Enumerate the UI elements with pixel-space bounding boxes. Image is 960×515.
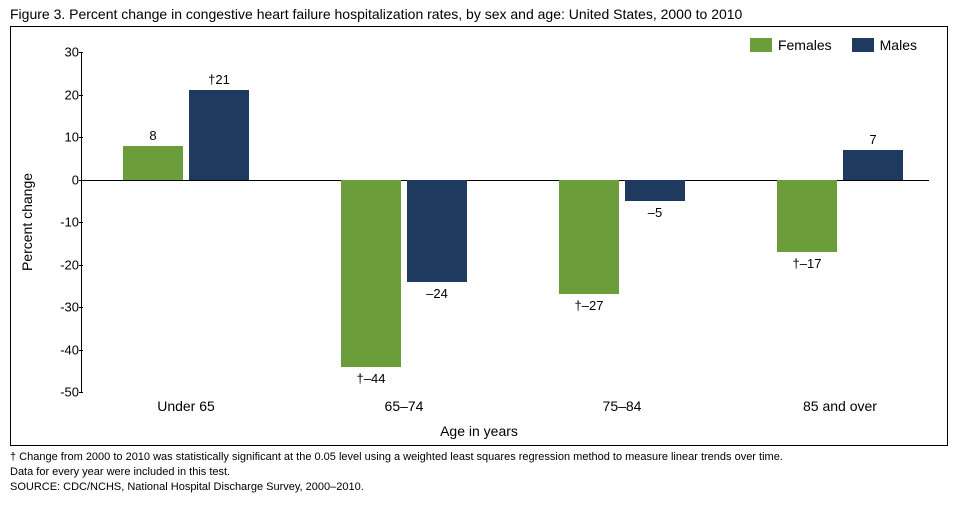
footnotes: † Change from 2000 to 2010 was statistic… [0, 446, 960, 495]
legend-swatch-females [750, 38, 772, 52]
y-tick-label: -30 [49, 300, 79, 315]
bar-label-females: †–17 [793, 256, 822, 271]
chart-frame: Females Males Percent change -50 -40 -30 -2… [10, 26, 948, 446]
bar-females [123, 146, 183, 180]
plot-area: 8 †21 †–44 –24 †–27 –5 †–17 7 [81, 52, 929, 392]
legend-item-females: Females [750, 37, 832, 53]
y-tick-label: 30 [49, 45, 79, 60]
bar-males [843, 150, 903, 180]
bar-label-males: 7 [869, 132, 876, 147]
footnote-data: Data for every year were included in thi… [10, 465, 950, 480]
legend-label-males: Males [880, 37, 917, 53]
bar-label-females: 8 [149, 128, 156, 143]
y-tick-label: -10 [49, 215, 79, 230]
bar-label-females: †–44 [357, 371, 386, 386]
bar-males [625, 180, 685, 201]
y-tick-label: -20 [49, 257, 79, 272]
y-tick-label: -40 [49, 342, 79, 357]
y-axis: -50-40-30-20-100102030 [49, 52, 79, 392]
x-tick-label: 65–74 [385, 398, 424, 414]
bar-label-males: –5 [648, 205, 662, 220]
x-axis-label: Age in years [440, 423, 518, 439]
y-tick-label: 0 [49, 172, 79, 187]
footnote-dagger: † Change from 2000 to 2010 was statistic… [10, 450, 950, 465]
x-tick-label: 85 and over [803, 398, 877, 414]
bar-males [189, 90, 249, 179]
footnote-source: SOURCE: CDC/NCHS, National Hospital Disc… [10, 480, 950, 495]
y-axis-label: Percent change [19, 173, 35, 271]
legend: Females Males [750, 37, 917, 53]
figure-title: Figure 3. Percent change in congestive h… [0, 0, 960, 26]
y-tick-label: 20 [49, 87, 79, 102]
x-tick-label: Under 65 [157, 398, 215, 414]
y-tick-label: 10 [49, 130, 79, 145]
legend-item-males: Males [852, 37, 917, 53]
x-tick-label: 75–84 [603, 398, 642, 414]
legend-swatch-males [852, 38, 874, 52]
legend-label-females: Females [778, 37, 832, 53]
bar-label-males: –24 [426, 286, 448, 301]
bar-label-females: †–27 [575, 298, 604, 313]
y-tick-mark [79, 392, 83, 393]
bar-males [407, 180, 467, 282]
bar-females [559, 180, 619, 295]
bar-females [341, 180, 401, 367]
y-tick-label: -50 [49, 385, 79, 400]
bar-label-males: †21 [208, 72, 230, 87]
bar-females [777, 180, 837, 252]
